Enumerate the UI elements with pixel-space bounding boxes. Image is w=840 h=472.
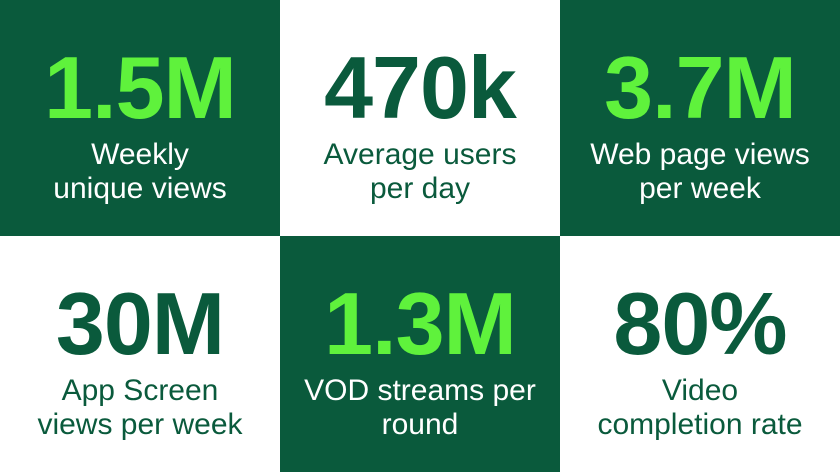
- stat-value: 1.5M: [44, 38, 237, 137]
- stat-tile: 1.3M VOD streams per round: [280, 236, 560, 472]
- label-line: Web page views: [590, 138, 810, 171]
- label-line: per week: [639, 172, 761, 205]
- stat-tile: 30M App Screen views per week: [0, 236, 280, 472]
- label-line: unique views: [53, 172, 227, 205]
- stat-label: Average users per day: [324, 138, 517, 206]
- stat-value: 30M: [55, 274, 225, 373]
- stat-value: 80%: [613, 274, 787, 373]
- label-line: Video: [661, 374, 739, 407]
- label-line: per day: [369, 172, 471, 205]
- label-line: App Screen: [61, 374, 219, 407]
- label-line: VOD streams per: [304, 374, 536, 407]
- label-line: Weekly: [91, 138, 189, 171]
- label-line: Average users: [323, 138, 517, 171]
- stat-value: 1.3M: [324, 274, 517, 373]
- label-line: round: [381, 408, 459, 441]
- stat-label: Weekly unique views: [53, 138, 226, 206]
- label-line: completion rate: [597, 408, 803, 441]
- stat-label: App Screen views per week: [37, 374, 242, 442]
- stat-value: 3.7M: [604, 38, 797, 137]
- stat-tile: 80% Video completion rate: [560, 236, 840, 472]
- stat-value: 470k: [324, 38, 517, 137]
- stat-tile: 470k Average users per day: [280, 0, 560, 236]
- stat-label: VOD streams per round: [304, 374, 536, 442]
- label-line: views per week: [37, 408, 243, 441]
- stat-tile: 1.5M Weekly unique views: [0, 0, 280, 236]
- stat-label: Video completion rate: [597, 374, 802, 442]
- stat-tile: 3.7M Web page views per week: [560, 0, 840, 236]
- stat-label: Web page views per week: [590, 138, 810, 206]
